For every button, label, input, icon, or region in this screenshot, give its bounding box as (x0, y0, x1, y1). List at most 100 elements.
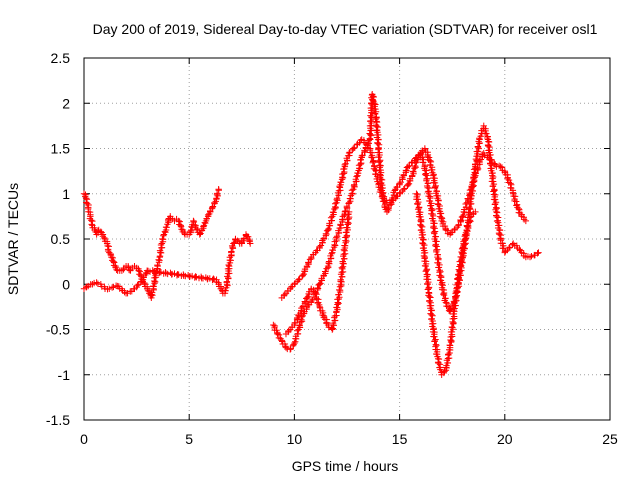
data-point (459, 213, 466, 220)
data-point (438, 217, 445, 225)
x-axis-label: GPS time / hours (292, 458, 399, 474)
x-tick-label: 10 (287, 431, 303, 447)
data-point (396, 190, 403, 197)
data-point-marker (445, 354, 453, 362)
data-point-marker (273, 327, 280, 334)
data-point (93, 279, 100, 286)
data-point-marker (431, 230, 438, 237)
data-point (451, 226, 458, 234)
data-point-marker (429, 169, 436, 176)
data-point-marker (472, 160, 479, 168)
data-series-group (80, 231, 254, 297)
data-point-marker (496, 227, 504, 234)
data-point (108, 253, 115, 261)
data-point (211, 199, 218, 206)
data-point-marker (101, 234, 108, 242)
data-point-marker (294, 327, 301, 334)
data-point-marker (329, 208, 337, 216)
data-point-marker (331, 312, 339, 320)
data-point (225, 262, 233, 270)
data-point-marker (338, 264, 346, 271)
data-point-marker (335, 286, 343, 294)
data-point-marker (187, 227, 194, 235)
data-point-marker (534, 250, 541, 257)
y-tick-label: -1.5 (46, 412, 70, 428)
data-point-marker (159, 235, 166, 243)
data-point-marker (450, 306, 457, 314)
data-point (80, 190, 88, 197)
data-point-marker (238, 239, 245, 246)
y-tick-label: 2.5 (51, 50, 71, 66)
data-point-marker (450, 319, 457, 327)
data-series-group (80, 186, 222, 302)
data-point-marker (229, 243, 236, 251)
data-point (400, 186, 408, 193)
data-point-marker (192, 273, 199, 280)
data-point-marker (498, 164, 506, 171)
data-point-marker (333, 304, 340, 311)
data-point-marker (511, 197, 518, 205)
data-point-marker (441, 222, 449, 230)
data-point-marker (489, 183, 497, 190)
data-point-marker (108, 284, 116, 291)
grid (84, 58, 610, 420)
data-point-marker (437, 268, 444, 275)
data-point-marker (300, 270, 308, 278)
data-point-marker (331, 200, 339, 207)
data-point-marker (151, 274, 158, 282)
data-point-marker (484, 134, 491, 142)
data-point (270, 321, 277, 329)
data-point-marker (485, 138, 493, 146)
data-point-marker (493, 217, 501, 225)
data-point-marker (462, 231, 469, 238)
data-point (324, 226, 332, 234)
data-point (230, 240, 237, 247)
data-point-marker (454, 271, 462, 278)
data-point-marker (285, 327, 292, 335)
data-point-marker (323, 320, 330, 327)
data-point-marker (396, 180, 403, 187)
data-point (362, 140, 370, 148)
data-point-marker (422, 171, 429, 178)
data-point-marker (316, 243, 323, 250)
data-point-marker (337, 276, 344, 283)
data-point-marker (348, 187, 356, 194)
data-series-group (413, 190, 479, 378)
data-point (522, 217, 530, 225)
data-point-marker (341, 161, 348, 169)
data-point (106, 285, 113, 292)
data-point (196, 231, 203, 238)
data-point-marker (369, 154, 376, 161)
data-point-marker (277, 335, 284, 342)
data-point (299, 272, 307, 279)
data-point-marker (457, 216, 464, 224)
data-point-marker (427, 202, 434, 209)
data-point-marker (426, 298, 433, 305)
data-point (175, 217, 182, 225)
data-point-marker (430, 224, 437, 231)
data-point (282, 344, 290, 351)
data-point-marker (409, 168, 417, 175)
data-point-marker (446, 341, 453, 349)
data-point (345, 199, 353, 206)
data-point-marker (470, 166, 478, 173)
x-tick-label: 20 (497, 431, 513, 447)
data-point-marker (310, 286, 317, 294)
data-point-marker (455, 266, 462, 273)
data-point-marker (385, 204, 392, 212)
data-point (526, 253, 534, 261)
data-point-marker (402, 167, 410, 174)
y-tick-label: 0 (62, 276, 70, 292)
data-point-marker (294, 330, 302, 337)
data-point (110, 258, 117, 265)
data-point-marker (457, 253, 465, 261)
data-point-marker (353, 173, 360, 180)
data-point-marker (528, 253, 535, 260)
data-point-marker (358, 152, 366, 160)
data-point-marker (341, 242, 348, 249)
data-point-marker (228, 248, 235, 255)
x-tick-label: 5 (185, 431, 193, 447)
data-series-group (270, 91, 530, 353)
y-tick-labels: -1.5 -1 -0.5 0 0.5 1 1.5 2 2.5 (46, 50, 70, 428)
